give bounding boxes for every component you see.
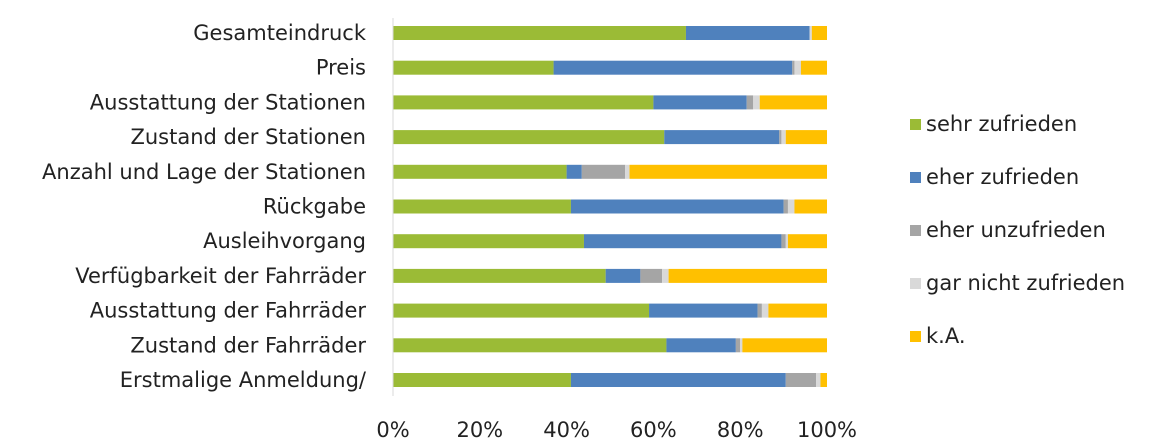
bar-segment: [757, 303, 762, 318]
category-label: Rückgabe: [263, 195, 366, 219]
bar-segment: [625, 164, 630, 179]
category-label: Gesamteindruck: [193, 21, 367, 45]
bars: [393, 26, 827, 387]
bar-segment: [783, 199, 788, 214]
bar-segment: [583, 234, 782, 249]
bar-segment: [759, 95, 827, 110]
bar-segment: [393, 26, 686, 40]
legend: sehr zufrieden eher zufrieden eher unzufri…: [910, 112, 1125, 348]
category-label: Anzahl und Lage der Stationen: [42, 160, 366, 184]
bar-segment: [640, 268, 663, 283]
bar-segment: [393, 234, 584, 249]
bar-segment: [787, 199, 795, 214]
bar-segment: [653, 95, 747, 110]
category-label: Zustand der Stationen: [130, 125, 366, 149]
bar-segment: [393, 199, 571, 214]
category-label: Ausleihvorgang: [203, 229, 366, 253]
bar-segment: [785, 373, 817, 387]
bar-segment: [393, 338, 667, 353]
bar-segment: [570, 373, 786, 387]
bar-segment: [393, 373, 571, 387]
legend-swatch: [910, 225, 921, 236]
bar-segment: [685, 26, 810, 40]
bar-segment: [393, 130, 665, 145]
x-tick-labels: 0% 20% 40% 60% 80% 100%: [376, 418, 857, 442]
bar-segment: [820, 373, 827, 387]
bar-segment: [664, 130, 780, 145]
bar-segment: [605, 268, 641, 283]
bar-segment: [800, 60, 827, 75]
legend-label: gar nicht zufrieden: [926, 271, 1125, 295]
bar-segment: [393, 164, 567, 179]
bar-segment: [753, 95, 760, 110]
x-tick-label: 20%: [456, 418, 503, 442]
bar-segment: [735, 338, 741, 353]
bar-segment: [794, 60, 801, 75]
bar-segment: [629, 164, 827, 179]
category-label: Ausstattung der Fahrräder: [90, 299, 367, 323]
x-tick-label: 100%: [797, 418, 857, 442]
bar-segment: [787, 234, 827, 249]
bar-segment: [746, 95, 754, 110]
bar-segment: [781, 234, 786, 249]
bar-segment: [566, 164, 582, 179]
bar-segment: [811, 26, 827, 40]
bar-segment: [785, 234, 788, 249]
bar-segment: [740, 338, 743, 353]
bar-segment: [666, 338, 736, 353]
category-label: Preis: [316, 56, 366, 80]
legend-swatch: [910, 119, 921, 130]
category-label: Zustand der Fahrräder: [130, 333, 366, 357]
bar-segment: [581, 164, 626, 179]
bar-segment: [761, 303, 769, 318]
x-tick-label: 40%: [543, 418, 590, 442]
bar-segment: [809, 26, 812, 40]
x-tick-label: 60%: [630, 418, 677, 442]
category-label: Erstmalige Anmeldung/: [120, 368, 367, 392]
legend-label: eher zufrieden: [926, 165, 1079, 189]
category-labels: Gesamteindruck Preis Ausstattung der Stati…: [42, 21, 367, 392]
bar-segment: [570, 199, 784, 214]
bar-segment: [785, 130, 827, 145]
bar-segment: [649, 303, 758, 318]
legend-label: sehr zufrieden: [926, 112, 1077, 136]
legend-swatch: [910, 331, 921, 342]
bar-segment: [768, 303, 827, 318]
bar-segment: [668, 268, 827, 283]
legend-swatch: [910, 278, 921, 289]
bar-segment: [393, 303, 650, 318]
legend-label: eher unzufrieden: [926, 218, 1106, 242]
bar-segment: [742, 338, 827, 353]
bar-segment: [662, 268, 669, 283]
bar-segment: [816, 373, 821, 387]
bar-segment: [553, 60, 793, 75]
x-tick-label: 80%: [717, 418, 764, 442]
legend-label: k.A.: [926, 324, 966, 348]
bar-segment: [779, 130, 782, 145]
legend-swatch: [910, 172, 921, 183]
bar-segment: [792, 60, 795, 75]
category-label: Ausstattung der Stationen: [90, 90, 366, 114]
bar-segment: [781, 130, 786, 145]
bar-segment: [393, 95, 654, 110]
x-tick-label: 0%: [376, 418, 409, 442]
bar-segment: [794, 199, 827, 214]
bar-segment: [393, 60, 554, 75]
bar-segment: [393, 268, 606, 283]
category-label: Verfügbarkeit der Fahrräder: [75, 264, 366, 288]
